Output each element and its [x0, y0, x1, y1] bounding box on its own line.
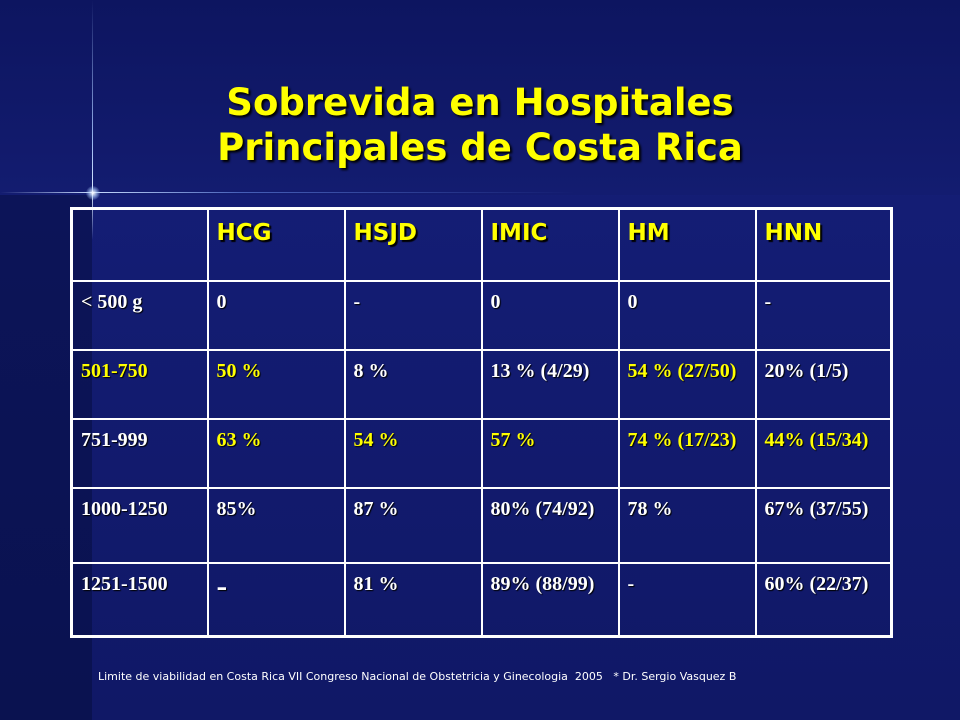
- header-hcg: HCG: [206, 207, 346, 282]
- row-label: 501-750: [70, 349, 209, 420]
- table-cell: 57 %: [480, 418, 620, 489]
- row-label: 1251-1500: [70, 562, 209, 637]
- footer-citation: Limite de viabilidad en Costa Rica VII C…: [98, 670, 737, 683]
- header-hm: HM: [617, 207, 757, 282]
- decorative-star-icon: [86, 186, 100, 200]
- row-label: 1000-1250: [70, 487, 209, 564]
- table-cell: 74 % (17/23): [617, 418, 757, 489]
- table-cell: 13 % (4/29): [480, 349, 620, 420]
- header-hsjd: HSJD: [343, 207, 483, 282]
- table-cell: 80% (74/92): [480, 487, 620, 564]
- table-cell: 78 %: [617, 487, 757, 564]
- table-cell: 44% (15/34): [754, 418, 893, 489]
- table-cell: 54 %: [343, 418, 483, 489]
- table-row: 1000-1250 85% 87 % 80% (74/92) 78 % 67% …: [70, 487, 893, 564]
- table-cell: 89% (88/99): [480, 562, 620, 637]
- table-cell: 50 %: [206, 349, 346, 420]
- table-cell: -: [754, 280, 893, 351]
- survival-table: HCG HSJD IMIC HM HNN < 500 g 0 - 0 0 - 5…: [70, 207, 893, 638]
- table-cell: -: [617, 562, 757, 637]
- table-cell: -: [206, 562, 346, 637]
- table-cell: 60% (22/37): [754, 562, 893, 637]
- title-line-1: Sobrevida en Hospitales: [226, 81, 734, 124]
- table-cell: 0: [480, 280, 620, 351]
- table-cell: 87 %: [343, 487, 483, 564]
- header-hnn: HNN: [754, 207, 893, 282]
- table-cell: 8 %: [343, 349, 483, 420]
- title-band: [0, 0, 960, 195]
- decorative-vertical-line: [92, 0, 93, 240]
- table-cell: -: [343, 280, 483, 351]
- table-row: 751-999 63 % 54 % 57 % 74 % (17/23) 44% …: [70, 418, 893, 489]
- table-cell: 85%: [206, 487, 346, 564]
- slide-title: Sobrevida en Hospitales Principales de C…: [0, 80, 960, 170]
- row-label: < 500 g: [70, 280, 209, 351]
- row-label: 751-999: [70, 418, 209, 489]
- title-line-2: Principales de Costa Rica: [217, 126, 743, 169]
- decorative-horizontal-line: [0, 192, 960, 193]
- table-row: 501-750 50 % 8 % 13 % (4/29) 54 % (27/50…: [70, 349, 893, 420]
- table-cell: 0: [206, 280, 346, 351]
- table-row: 1251-1500 - 81 % 89% (88/99) - 60% (22/3…: [70, 562, 893, 637]
- table-cell: 0: [617, 280, 757, 351]
- table-cell: 81 %: [343, 562, 483, 637]
- table-header-row: HCG HSJD IMIC HM HNN: [70, 207, 893, 282]
- header-imic: IMIC: [480, 207, 620, 282]
- table-cell: 20% (1/5): [754, 349, 893, 420]
- table-row: < 500 g 0 - 0 0 -: [70, 280, 893, 351]
- table-cell: 63 %: [206, 418, 346, 489]
- header-cell-empty: [70, 207, 209, 282]
- table-cell: 54 % (27/50): [617, 349, 757, 420]
- table-cell: 67% (37/55): [754, 487, 893, 564]
